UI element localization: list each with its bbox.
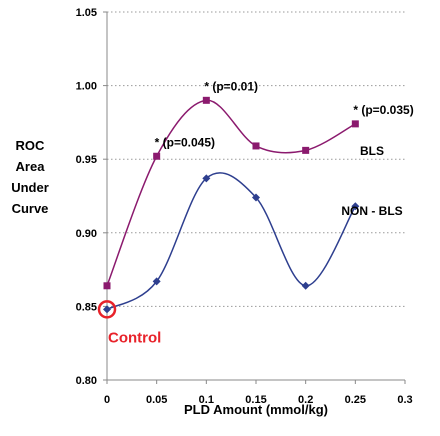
- x-tick-label-0.05: 0.05: [146, 394, 167, 406]
- y-tick-label-0.80: 0.80: [76, 375, 97, 387]
- annotation-3: * (p=0.035): [353, 103, 413, 117]
- y-axis-title-line-1: ROC: [16, 138, 46, 153]
- y-axis-title-line-4: Curve: [12, 201, 49, 216]
- series-group: BLS NON - BLS: [103, 96, 403, 314]
- y-tick-label-1.00: 1.00: [76, 81, 97, 93]
- point-non-bls-4: [301, 281, 310, 290]
- y-tick-label-0.85: 0.85: [76, 301, 97, 313]
- annotation-1: * (p=0.045): [155, 135, 215, 149]
- control-marker-group: Control: [97, 300, 161, 346]
- annotation-2: * (p=0.01): [204, 79, 258, 93]
- point-non-bls-0: [103, 305, 111, 314]
- series-label-bls: BLS: [360, 144, 384, 158]
- x-tick-label-0.25: 0.25: [345, 394, 366, 406]
- y-axis-title-line-3: Under: [11, 180, 49, 195]
- control-label: Control: [108, 329, 161, 346]
- y-tick-labels: 0.80 0.85 0.90 0.95 1.00 1.05: [76, 7, 107, 387]
- x-tick-label-0.1: 0.1: [199, 394, 214, 406]
- point-bls-1: [153, 152, 161, 160]
- point-bls-3: [252, 142, 260, 150]
- point-non-bls-1: [152, 277, 161, 286]
- series-line-non-bls: [106, 172, 356, 311]
- gridlines: [107, 11, 405, 307]
- y-tick-label-0.90: 0.90: [76, 228, 97, 240]
- x-tick-label-0: 0: [104, 394, 110, 406]
- control-circle: [97, 300, 117, 319]
- x-tick-label-0.2: 0.2: [298, 394, 313, 406]
- x-tick-label-0.15: 0.15: [245, 394, 266, 406]
- significance-annotations: * (p=0.045) * (p=0.01) * (p=0.035): [155, 79, 414, 149]
- point-bls-5: [351, 120, 359, 128]
- y-tick-label-0.95: 0.95: [76, 154, 97, 166]
- point-non-bls-2: [202, 174, 211, 183]
- series-label-non-bls: NON - BLS: [341, 204, 402, 218]
- y-axis-title: ROC Area Under Curve: [11, 138, 49, 216]
- series-line-bls: [106, 99, 356, 287]
- y-tick-label-1.05: 1.05: [76, 7, 97, 19]
- point-bls-2: [202, 96, 210, 104]
- point-bls-0: [103, 282, 111, 290]
- x-tick-label-0.3: 0.3: [397, 394, 412, 406]
- point-non-bls-5: [351, 202, 360, 211]
- point-non-bls-3: [252, 193, 260, 202]
- x-tick-labels: 0 0.05 0.1 0.15 0.2 0.25 0.3: [104, 380, 413, 406]
- x-axis-title: PLD Amount (mmol/kg): [184, 402, 328, 417]
- y-axis-title-line-2: Area: [16, 159, 46, 174]
- point-bls-4: [302, 146, 310, 154]
